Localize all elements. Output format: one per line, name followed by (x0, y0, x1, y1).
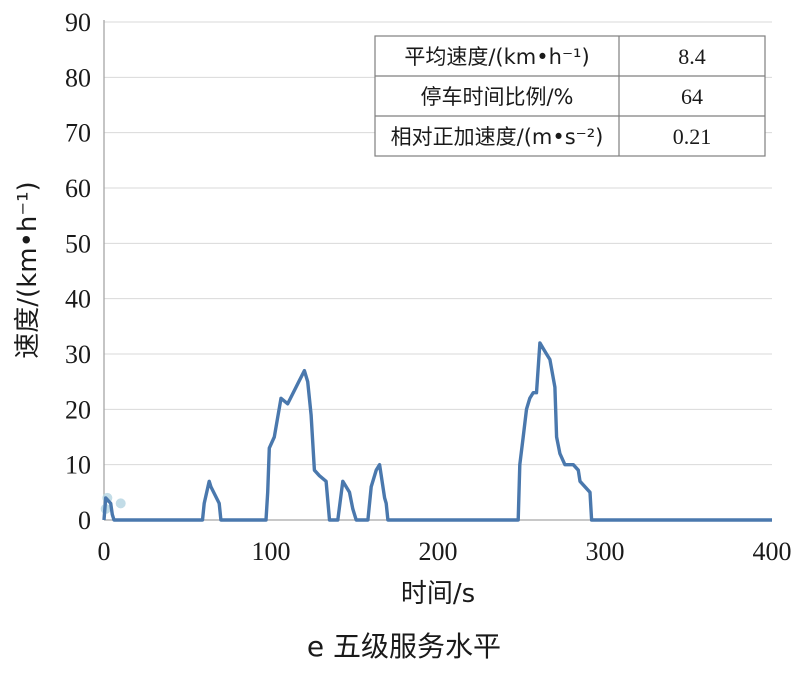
y-tick-label-10: 10 (65, 451, 91, 480)
x-tick-label-100: 100 (252, 537, 291, 566)
stats-label-2: 相对正加速度/(m•s⁻²) (391, 125, 604, 149)
stats-label-1: 停车时间比例/% (420, 85, 573, 109)
y-tick-label-80: 80 (65, 63, 91, 92)
speed-series-line (102, 341, 772, 522)
x-tick-label-200: 200 (419, 537, 458, 566)
stats-value-0: 8.4 (678, 44, 706, 69)
stats-table-frame (374, 35, 766, 157)
y-axis-title: 速度/(km•h⁻¹) (13, 181, 43, 358)
data-marker-2 (115, 498, 126, 509)
y-tick-label-70: 70 (65, 119, 91, 148)
stats-value-1: 64 (681, 84, 703, 109)
y-tick-labels: 0 10 20 30 40 50 60 70 80 90 (65, 8, 91, 535)
stats-table: 平均速度/(km•h⁻¹) 8.4 停车时间比例/% 64 相对正加速度/(m•s⁻²)… (374, 35, 766, 157)
y-tick-label-20: 20 (65, 395, 91, 424)
y-tick-label-30: 30 (65, 340, 91, 369)
x-axis-title: 时间/s (401, 579, 475, 609)
y-tick-label-90: 90 (65, 8, 91, 37)
y-tick-label-0: 0 (78, 506, 91, 535)
y-tick-label-60: 60 (65, 174, 91, 203)
x-tick-label-400: 400 (753, 537, 792, 566)
chart-caption: e 五级服务水平 (307, 630, 501, 663)
y-tick-label-40: 40 (65, 285, 91, 314)
x-tick-labels: 0 100 200 300 400 (98, 537, 792, 566)
stats-value-2: 0.21 (673, 124, 712, 149)
grid-lines (104, 21, 772, 466)
stats-label-0: 平均速度/(km•h⁻¹) (404, 45, 589, 69)
y-tick-label-50: 50 (65, 229, 91, 258)
x-tick-label-300: 300 (586, 537, 625, 566)
x-tick-label-0: 0 (98, 537, 111, 566)
